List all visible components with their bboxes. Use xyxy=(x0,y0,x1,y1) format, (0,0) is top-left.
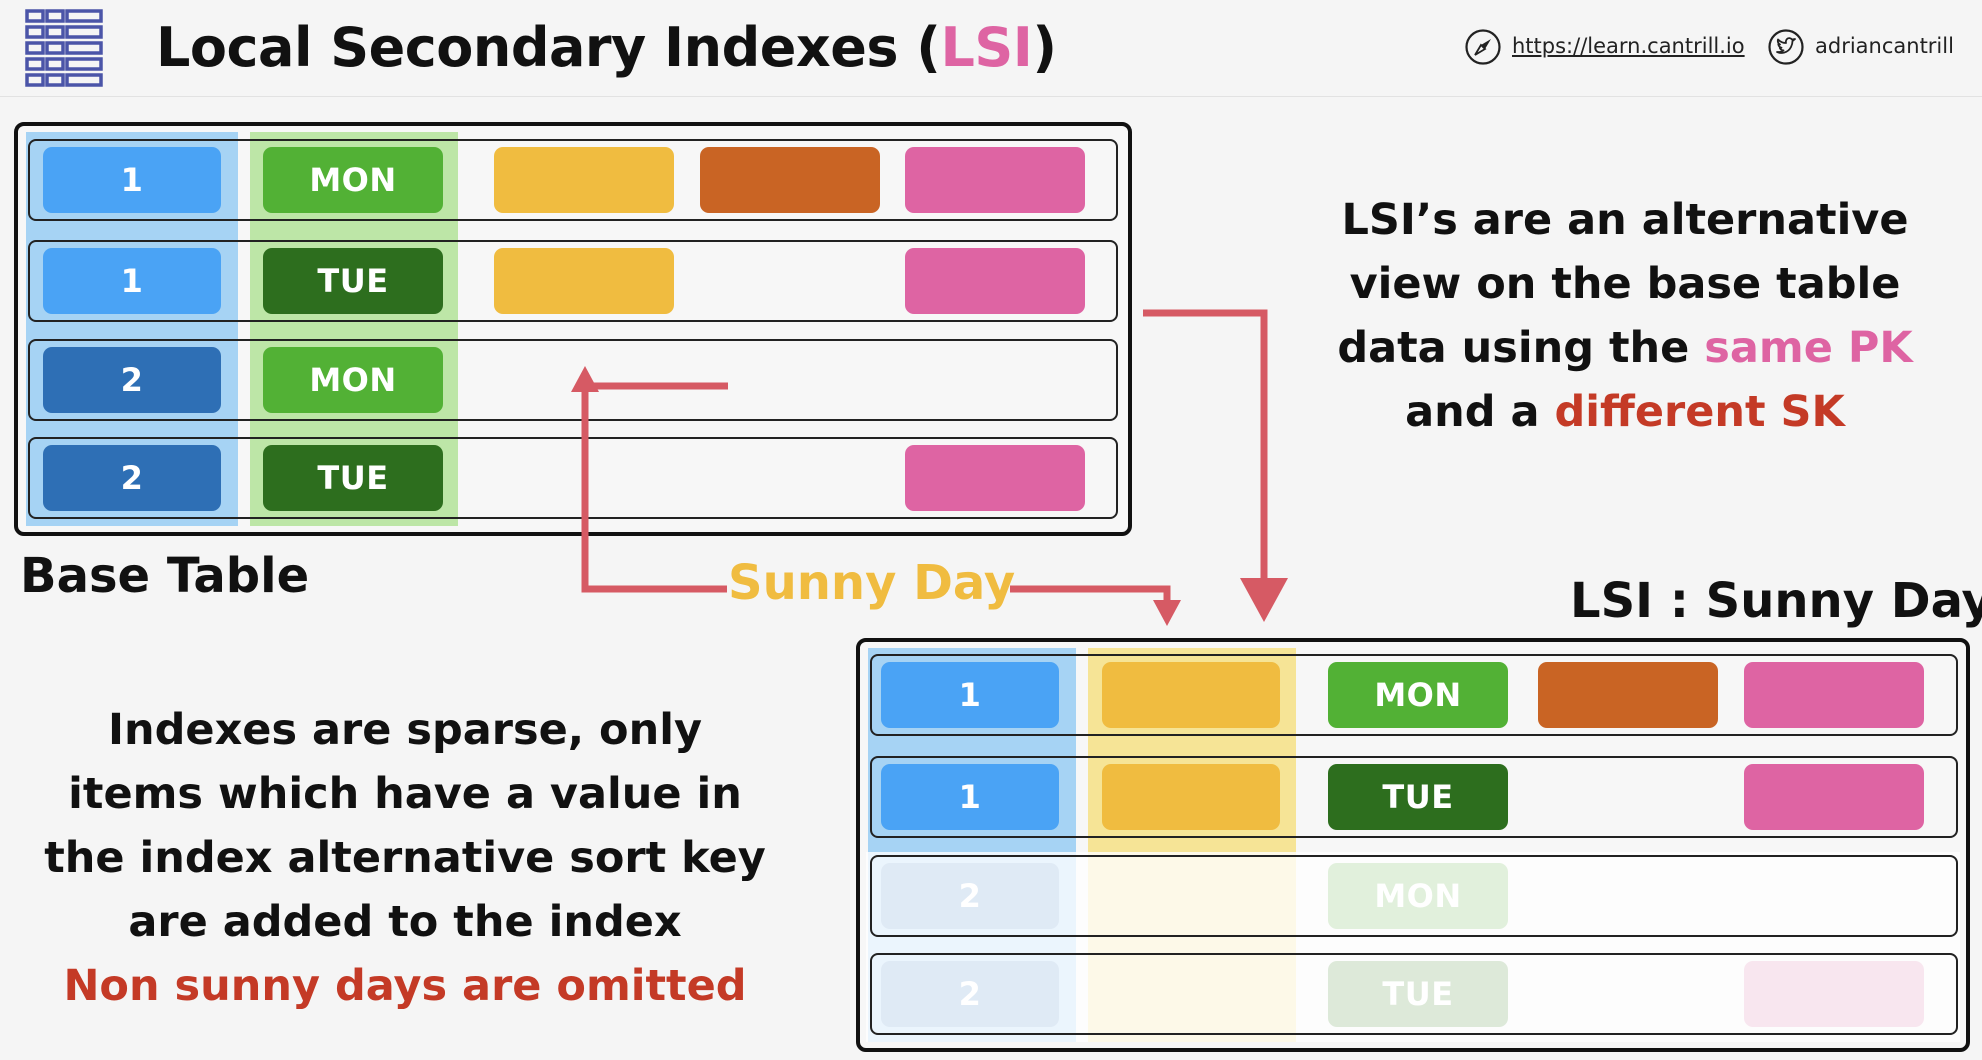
different-sk-highlight: different SK xyxy=(1554,387,1845,437)
sunny-day-label: Sunny Day xyxy=(728,555,1016,611)
base-row-2-sk: TUE xyxy=(263,248,443,314)
sparse-line-5: Non sunny days are omitted xyxy=(63,961,747,1011)
explanation-line-2: view on the base table xyxy=(1349,259,1901,309)
table-grid-icon xyxy=(25,9,103,87)
base-row-1-pk: 1 xyxy=(43,147,221,213)
title-prefix: Local Secondary Indexes ( xyxy=(156,16,941,79)
base-row-1-attr-yellow xyxy=(494,147,674,213)
base-row-2-attr-yellow xyxy=(494,248,674,314)
sunny-day-to-lsi-arrow xyxy=(1010,585,1171,602)
lsi-row-1-pk: 1 xyxy=(881,662,1059,728)
base-row-4-pk: 2 xyxy=(43,445,221,511)
same-pk-highlight: same PK xyxy=(1704,323,1913,373)
sparse-note: Indexes are sparse, only items which hav… xyxy=(30,698,780,1018)
sparse-line-4: are added to the index xyxy=(128,897,682,947)
lsi-row-4 xyxy=(870,953,1958,1035)
title-suffix: ) xyxy=(1032,16,1057,79)
website-link[interactable]: https://learn.cantrill.io xyxy=(1512,34,1745,58)
lsi-row-1 xyxy=(870,654,1958,736)
lsi-row-2-day: TUE xyxy=(1328,764,1508,830)
base-row-1-sk: MON xyxy=(263,147,443,213)
base-to-lsi-arrowhead xyxy=(1240,578,1288,622)
twitter-bird-icon xyxy=(1768,29,1804,65)
lsi-row-4-attr-pink xyxy=(1744,961,1924,1027)
lsi-row-2-pk: 1 xyxy=(881,764,1059,830)
compass-icon xyxy=(1465,29,1501,65)
sunny-day-to-base-arrow xyxy=(581,382,728,593)
base-to-lsi-arrow xyxy=(1143,309,1268,586)
base-row-2-attr-pink xyxy=(905,248,1085,314)
explanation-line-1: LSI’s are an alternative xyxy=(1341,195,1909,245)
lsi-row-4-day: TUE xyxy=(1328,961,1508,1027)
lsi-row-2-sunny xyxy=(1102,764,1280,830)
lsi-row-2-attr-pink xyxy=(1744,764,1924,830)
sunny-day-up-arrowhead xyxy=(571,366,599,392)
base-row-1 xyxy=(28,139,1118,221)
sparse-line-3: the index alternative sort key xyxy=(44,833,766,883)
base-row-4 xyxy=(28,437,1118,519)
lsi-row-3-pk: 2 xyxy=(881,863,1059,929)
lsi-table-caption: LSI : Sunny Day xyxy=(1570,573,1982,629)
base-row-3-pk: 2 xyxy=(43,347,221,413)
explanation-line-3: data using the xyxy=(1337,323,1705,373)
page-title: Local Secondary Indexes (LSI) xyxy=(156,16,1057,79)
base-row-2-pk: 1 xyxy=(43,248,221,314)
lsi-explanation: LSI’s are an alternative view on the bas… xyxy=(1300,188,1950,444)
base-row-2 xyxy=(28,240,1118,322)
lsi-row-4-pk: 2 xyxy=(881,961,1059,1027)
base-row-1-attr-pink xyxy=(905,147,1085,213)
sunny-day-down-arrowhead xyxy=(1153,600,1181,626)
base-row-3-sk: MON xyxy=(263,347,443,413)
base-row-1-attr-orange xyxy=(700,147,880,213)
base-row-4-attr-pink xyxy=(905,445,1085,511)
lsi-row-3-day: MON xyxy=(1328,863,1508,929)
base-row-4-sk: TUE xyxy=(263,445,443,511)
sparse-line-2: items which have a value in xyxy=(68,769,742,819)
sparse-line-1: Indexes are sparse, only xyxy=(108,705,702,755)
lsi-row-2 xyxy=(870,756,1958,838)
lsi-row-1-day: MON xyxy=(1328,662,1508,728)
twitter-handle[interactable]: adriancantrill xyxy=(1815,34,1954,58)
lsi-row-1-attr-pink xyxy=(1744,662,1924,728)
explanation-line-4: and a xyxy=(1405,387,1555,437)
lsi-row-3 xyxy=(870,855,1958,937)
title-highlight: LSI xyxy=(940,16,1033,79)
lsi-row-1-attr-orange xyxy=(1538,662,1718,728)
header: Local Secondary Indexes (LSI) https://le… xyxy=(0,0,1982,97)
base-row-3 xyxy=(28,339,1118,421)
base-table-caption: Base Table xyxy=(20,548,310,604)
lsi-row-1-sunny xyxy=(1102,662,1280,728)
